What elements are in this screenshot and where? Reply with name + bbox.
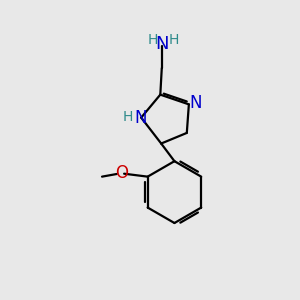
Text: N: N — [156, 35, 169, 53]
Text: O: O — [115, 164, 128, 181]
Text: H: H — [147, 33, 158, 46]
Text: H: H — [122, 110, 133, 124]
Text: H: H — [168, 33, 179, 46]
Text: N: N — [189, 94, 202, 112]
Text: N: N — [134, 109, 147, 127]
